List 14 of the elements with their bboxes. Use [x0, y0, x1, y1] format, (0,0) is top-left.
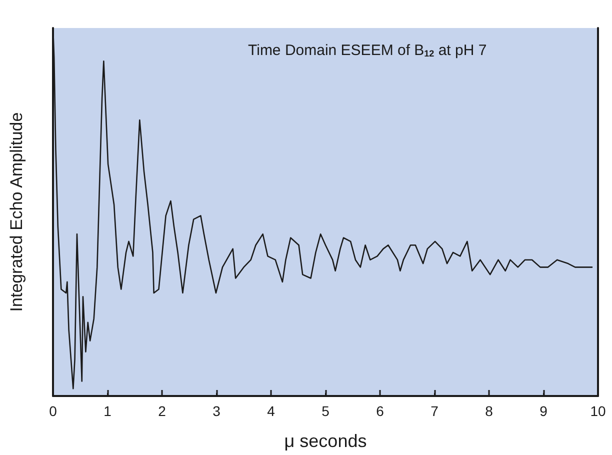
x-tick-label: 8 — [485, 403, 494, 419]
x-tick-label: 4 — [267, 403, 276, 419]
x-tick-label: 9 — [540, 403, 548, 419]
y-axis-title: Integrated Echo Amplitude — [7, 112, 26, 312]
x-tick-label: 5 — [322, 403, 330, 419]
text: Time Domain ESEEM of B12 at pH 7 — [248, 42, 487, 59]
x-axis-title: μ seconds — [284, 431, 367, 451]
x-tick-label: 0 — [49, 403, 58, 419]
x-tick-label: 7 — [430, 403, 439, 419]
x-tick-label: 3 — [212, 403, 221, 419]
x-tick-label: 1 — [104, 403, 112, 419]
x-tick-label: 2 — [158, 403, 166, 419]
x-tick-label: 6 — [376, 403, 384, 419]
x-tick-label: 10 — [590, 403, 606, 419]
